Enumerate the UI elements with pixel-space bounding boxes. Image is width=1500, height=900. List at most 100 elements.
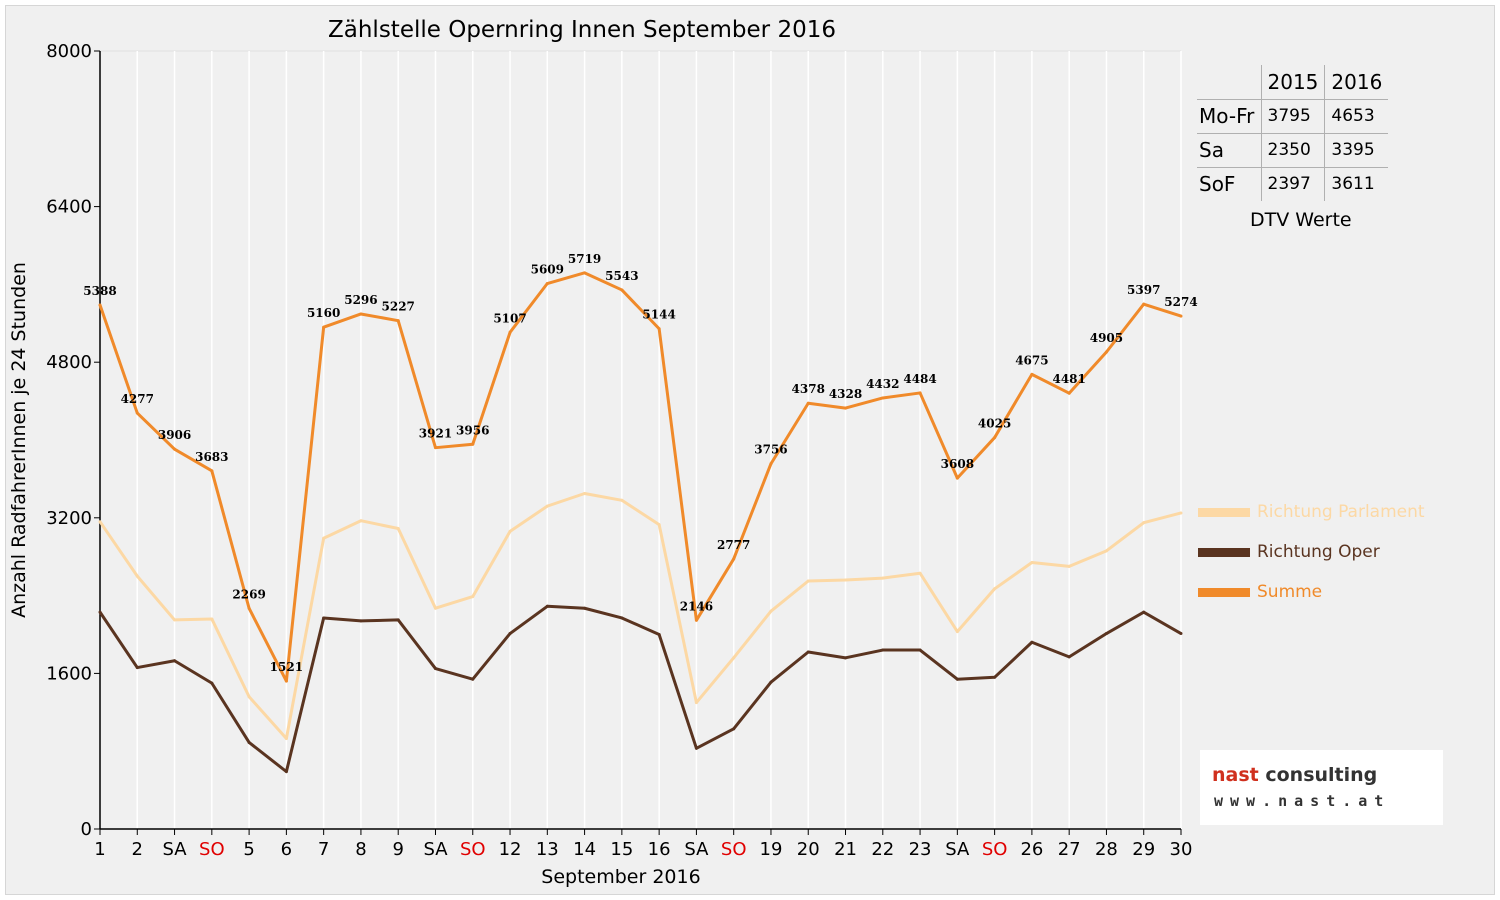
y-tick-label: 0 [81, 819, 92, 840]
data-label-summe: 5274 [1164, 295, 1197, 309]
data-point-oper [955, 677, 959, 681]
data-point-parlament [396, 526, 400, 530]
legend-swatch-oper [1198, 547, 1250, 557]
data-point-oper [471, 677, 475, 681]
data-label-summe: 5397 [1127, 283, 1160, 297]
x-axis-title: September 2016 [541, 866, 700, 888]
data-point-oper [1179, 632, 1183, 636]
dtv-table: 2015 2016 Mo-Fr 3795 4653 Sa 2350 3395 S… [1197, 65, 1389, 201]
data-point-oper [806, 650, 810, 654]
data-label-summe: 2146 [680, 599, 713, 613]
data-point-summe [322, 325, 326, 329]
data-point-summe [1142, 302, 1146, 306]
logo-word-consulting: consulting [1258, 764, 1378, 786]
data-point-summe [471, 442, 475, 446]
dtv-cell-2016: 3611 [1324, 166, 1389, 201]
legend-item-oper[interactable]: Richtung Oper [1198, 532, 1425, 572]
series-line-summe [98, 271, 1182, 683]
data-label-summe: 5107 [493, 311, 526, 325]
data-point-oper [322, 616, 326, 620]
data-point-parlament [284, 737, 288, 741]
data-point-summe [433, 446, 437, 450]
data-label-summe: 5388 [83, 284, 116, 298]
data-label-summe: 5296 [344, 293, 377, 307]
x-tick-label: 29 [1132, 839, 1155, 860]
dtv-cell-2015: 2397 [1260, 166, 1325, 201]
data-point-parlament [359, 519, 363, 523]
data-point-parlament [657, 523, 661, 527]
data-point-parlament [1104, 549, 1108, 553]
data-point-parlament [433, 606, 437, 610]
data-point-oper [694, 746, 698, 750]
data-point-summe [583, 271, 587, 275]
data-point-oper [210, 681, 214, 685]
dtv-header-2015: 2015 [1260, 65, 1325, 99]
data-labels: 5388 4277 3906 3683 2269 1521 5160 5296 5227 3921… [83, 252, 1197, 674]
data-point-parlament [806, 579, 810, 583]
data-point-oper [732, 727, 736, 731]
data-label-summe: 4905 [1090, 331, 1123, 345]
x-tick-label: SO [982, 839, 1008, 860]
data-point-oper [173, 659, 177, 663]
data-point-parlament [98, 520, 102, 524]
data-point-summe [396, 319, 400, 323]
y-axis-title: Anzahl RadfahrerInnen je 24 Stunden [8, 262, 30, 618]
data-point-summe [247, 606, 251, 610]
data-point-summe [173, 447, 177, 451]
x-tick-label: 26 [1020, 839, 1043, 860]
data-point-parlament [1067, 564, 1071, 568]
data-point-parlament [173, 618, 177, 622]
x-tick-label: 20 [797, 839, 820, 860]
x-tick-label: SO [721, 839, 747, 860]
x-tick-label: 27 [1058, 839, 1081, 860]
x-tick-label: 30 [1170, 839, 1193, 860]
dtv-row-label: Sa [1197, 132, 1261, 167]
vertical-gridlines [136, 51, 1182, 829]
legend-item-summe[interactable]: Summe [1198, 572, 1425, 612]
data-label-summe: 3956 [456, 423, 489, 437]
data-point-parlament [955, 630, 959, 634]
data-point-parlament [694, 701, 698, 705]
data-label-summe: 4025 [978, 417, 1011, 431]
legend-swatch-summe [1198, 587, 1250, 597]
x-tick-label: 2 [132, 839, 143, 860]
data-label-summe: 2269 [232, 587, 265, 601]
legend-item-parlament[interactable]: Richtung Parlament [1198, 492, 1425, 532]
data-label-summe: 3906 [158, 428, 191, 442]
data-label-summe: 4484 [903, 372, 936, 386]
data-point-oper [620, 616, 624, 620]
data-label-summe: 5609 [531, 263, 564, 277]
legend-label-oper: Richtung Oper [1257, 542, 1380, 562]
data-point-summe [1179, 314, 1183, 318]
chart-legend: Richtung Parlament Richtung Oper Summe [1198, 492, 1425, 612]
data-label-summe: 1521 [270, 660, 303, 674]
data-label-summe: 4481 [1052, 372, 1085, 386]
logo-word-nast: nast [1212, 764, 1259, 786]
data-point-parlament [247, 695, 251, 699]
data-point-parlament [583, 491, 587, 495]
data-label-summe: 3608 [941, 457, 974, 471]
data-point-oper [918, 648, 922, 652]
data-point-parlament [918, 571, 922, 575]
x-tick-label: SA [163, 839, 188, 860]
x-tick-label: 5 [243, 839, 254, 860]
nast-consulting-logo: nast consulting www.nast.at [1200, 750, 1443, 825]
dtv-row-label: Mo-Fr [1197, 98, 1261, 133]
data-label-summe: 2777 [717, 538, 750, 552]
data-label-summe: 3756 [754, 443, 787, 457]
y-tick-label: 3200 [46, 508, 92, 529]
data-point-parlament [844, 578, 848, 582]
data-point-oper [98, 610, 102, 614]
data-point-oper [881, 648, 885, 652]
y-tick-label: 4800 [46, 352, 92, 373]
x-tick-label: 19 [760, 839, 783, 860]
x-tick-label: 22 [871, 839, 894, 860]
data-point-oper [433, 667, 437, 671]
x-tick-label: 16 [648, 839, 671, 860]
x-tick-label: 28 [1095, 839, 1118, 860]
data-point-summe [806, 401, 810, 405]
dtv-row-label: SoF [1197, 166, 1261, 201]
series-layer [98, 271, 1183, 774]
dtv-header-row: 2015 2016 [1197, 65, 1389, 99]
data-point-summe [694, 618, 698, 622]
